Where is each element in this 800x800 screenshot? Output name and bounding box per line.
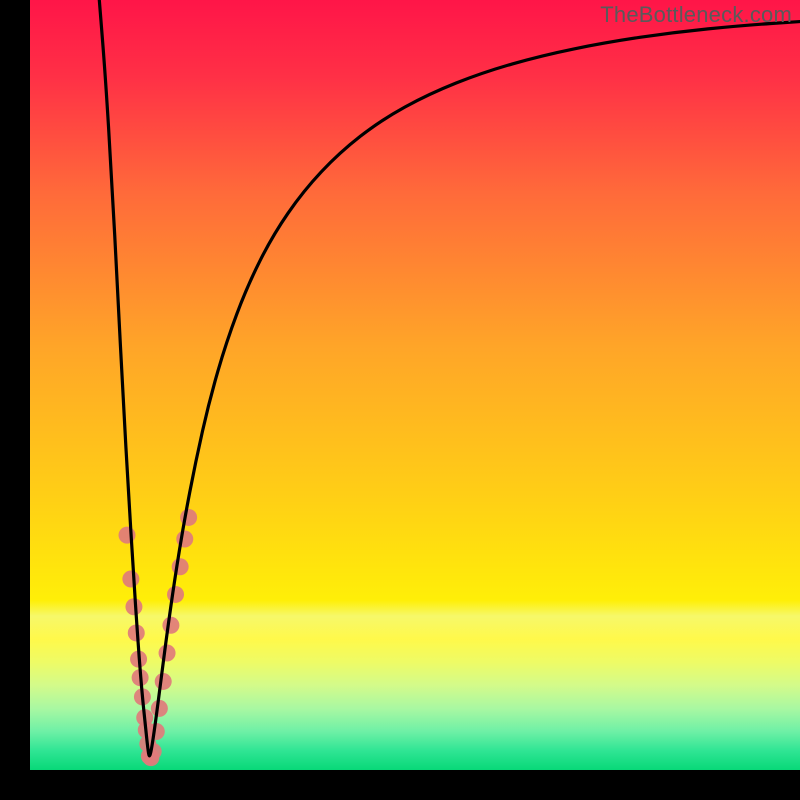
data-marker (162, 617, 179, 634)
bottleneck-chart (0, 0, 800, 800)
data-marker (155, 673, 172, 690)
data-marker (159, 644, 176, 661)
frame-bottom (0, 770, 800, 800)
watermark-text: TheBottleneck.com (600, 2, 792, 28)
data-marker (167, 586, 184, 603)
frame-left (0, 0, 30, 800)
data-marker (122, 571, 139, 588)
data-marker (172, 558, 189, 575)
